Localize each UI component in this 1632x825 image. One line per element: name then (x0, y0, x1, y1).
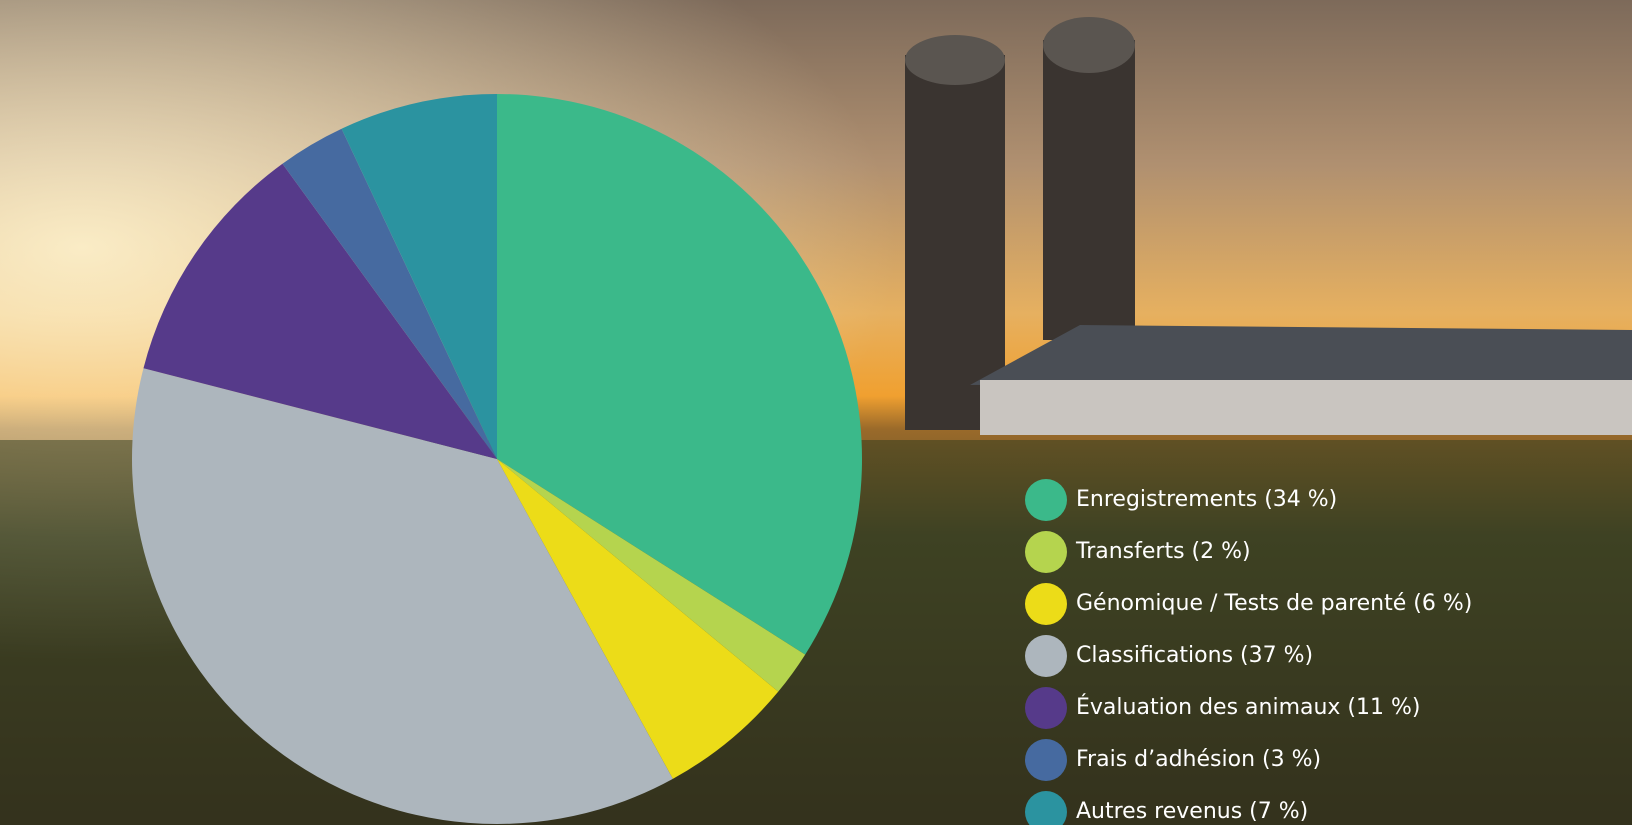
pie (132, 94, 862, 824)
legend-label: Transferts (2 %) (1075, 539, 1251, 564)
legend-swatch (1025, 479, 1067, 521)
legend-label: Génomique / Tests de parenté (6 %) (1076, 591, 1472, 616)
legend-swatch (1025, 635, 1067, 677)
legend-label: Frais d’adhésion (3 %) (1076, 747, 1321, 772)
chart: Enregistrements (34 %) Transferts (2 %) Gé… (0, 0, 1632, 825)
legend-swatch (1025, 687, 1067, 729)
legend-swatch (1025, 531, 1067, 573)
legend-label: Classifications (37 %) (1076, 643, 1313, 668)
legend-label: Évaluation des animaux (11 %) (1076, 694, 1421, 720)
legend-label: Enregistrements (34 %) (1076, 487, 1337, 512)
legend-label: Autres revenus (7 %) (1076, 799, 1308, 824)
legend-swatch (1025, 583, 1067, 625)
legend-swatch (1025, 739, 1067, 781)
